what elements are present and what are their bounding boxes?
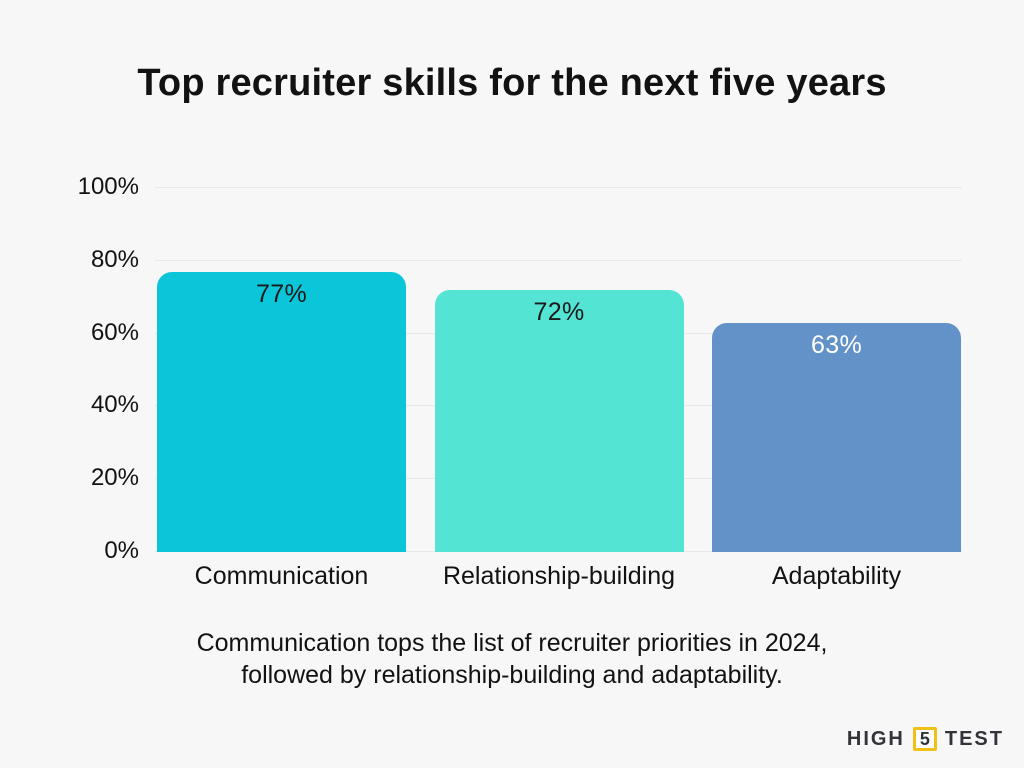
caption-line-2: followed by relationship-building and ad… xyxy=(241,660,783,689)
gridline-100 xyxy=(155,187,962,188)
y-axis-tick-label: 40% xyxy=(90,391,139,418)
x-axis-category-label-adaptability: Adaptability xyxy=(771,562,902,590)
bar-value-label: 63% xyxy=(811,331,862,359)
logo-five-box-icon: 5 xyxy=(912,727,937,751)
logo-word-high: HIGH xyxy=(846,727,905,750)
high5test-logo: HIGH 5 TEST xyxy=(847,727,1004,751)
x-axis-category-label-relationship-building: Relationship-building xyxy=(442,562,676,590)
y-axis-tick-label: 80% xyxy=(90,246,139,273)
bar-adaptability: 63% xyxy=(712,323,961,552)
y-axis-tick-label: 60% xyxy=(90,319,139,346)
gridline-80 xyxy=(155,260,962,261)
chart-title: Top recruiter skills for the next five y… xyxy=(137,62,887,104)
bar-relationship-building: 72% xyxy=(434,290,684,552)
bar-value-label: 77% xyxy=(256,280,307,308)
y-axis-tick-label: 100% xyxy=(77,173,139,200)
bar-value-label: 72% xyxy=(533,298,585,326)
bar-chart-plot-area: 0% 20% 40% 60% 80% 100% 77% Communication 72% Rel… xyxy=(78,173,962,590)
bar-communication: 77% xyxy=(157,272,406,552)
y-axis-tick-label: 0% xyxy=(104,537,139,564)
caption-line-1: Communication tops the list of recruiter… xyxy=(196,629,828,657)
x-axis-category-label-communication: Communication xyxy=(194,562,369,590)
chart-caption: Communication tops the list of recruiter… xyxy=(0,628,1024,691)
logo-word-test: TEST xyxy=(944,727,1004,750)
y-axis-tick-label: 20% xyxy=(90,464,139,491)
